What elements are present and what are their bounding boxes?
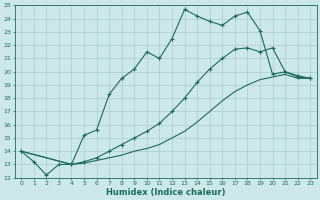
X-axis label: Humidex (Indice chaleur): Humidex (Indice chaleur) — [106, 188, 226, 197]
